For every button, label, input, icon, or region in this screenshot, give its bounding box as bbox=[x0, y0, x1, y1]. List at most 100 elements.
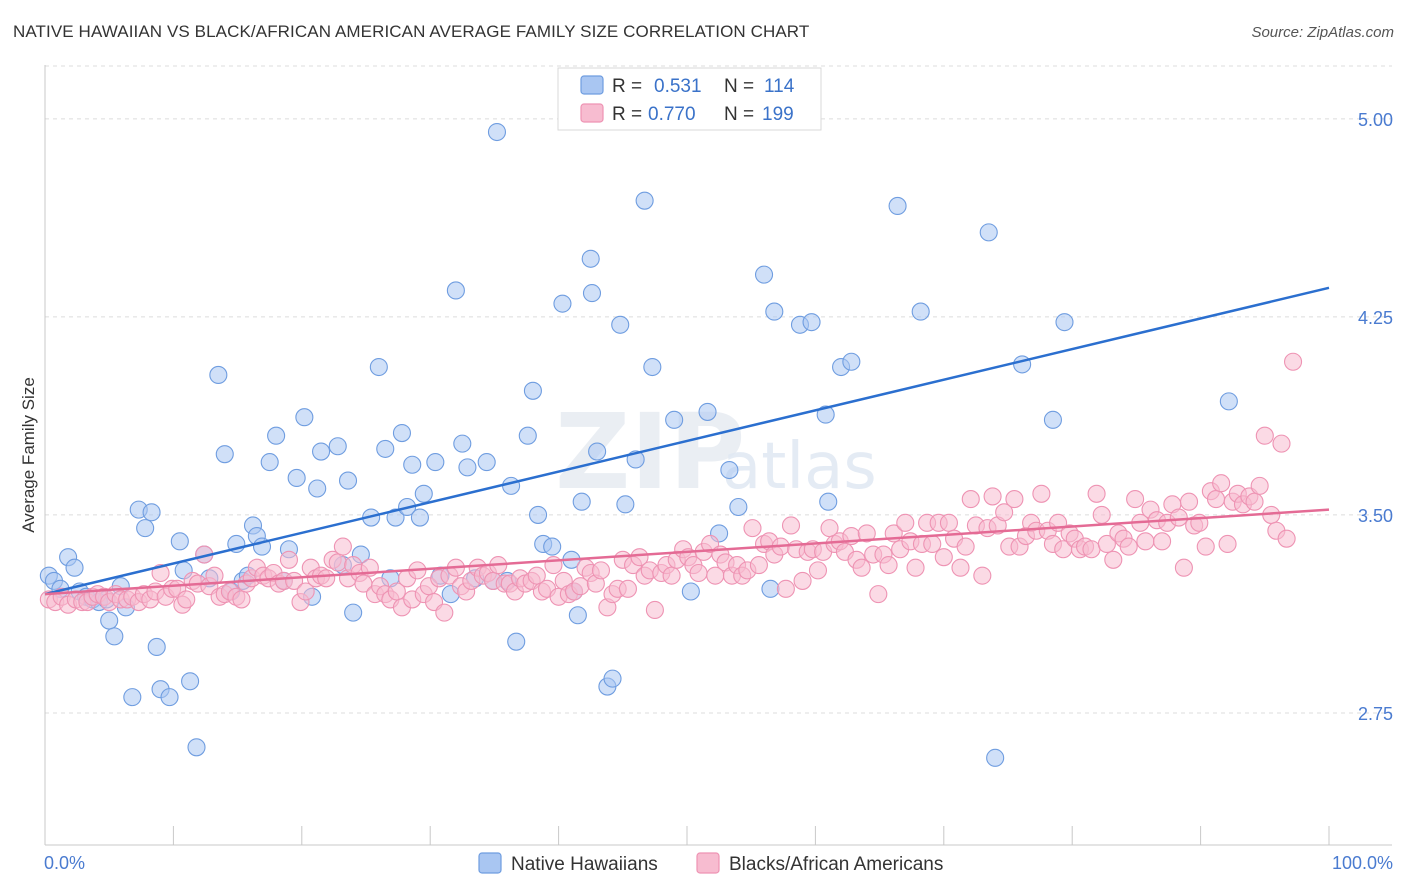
point-s0-57 bbox=[403, 455, 422, 474]
point-s1-52 bbox=[328, 553, 347, 572]
stats-r-value-0: 0.531 bbox=[654, 76, 702, 97]
stats-swatch-pink bbox=[580, 103, 604, 123]
point-s0-89 bbox=[616, 495, 635, 514]
point-s1-216 bbox=[1218, 534, 1237, 554]
point-s0-67 bbox=[477, 453, 496, 472]
point-s1-50 bbox=[317, 569, 336, 588]
point-s0-92 bbox=[643, 357, 662, 377]
point-s1-192 bbox=[1087, 484, 1106, 503]
point-s1-228 bbox=[1283, 352, 1303, 371]
legend-label-blacks: Blacks/African Americans bbox=[729, 854, 943, 875]
point-s0-84 bbox=[582, 284, 602, 303]
point-s1-141 bbox=[808, 561, 828, 580]
point-s1-208 bbox=[1174, 558, 1193, 577]
point-s0-47 bbox=[338, 471, 358, 490]
point-s1-165 bbox=[939, 513, 958, 532]
point-s1-173 bbox=[983, 487, 1002, 506]
point-s0-18 bbox=[147, 637, 166, 656]
point-s1-157 bbox=[896, 513, 915, 532]
point-s0-28 bbox=[215, 445, 234, 464]
point-s0-23 bbox=[181, 672, 200, 691]
point-s1-214 bbox=[1206, 490, 1226, 509]
point-s0-97 bbox=[720, 460, 739, 480]
x-tick-label-max: 100.0% bbox=[1332, 853, 1393, 873]
point-s1-207 bbox=[1169, 508, 1188, 527]
point-s1-226 bbox=[1272, 434, 1291, 453]
point-s0-87 bbox=[603, 669, 622, 688]
point-s1-215 bbox=[1212, 474, 1231, 493]
y-tick-label-3: 5.00 bbox=[1358, 110, 1393, 130]
point-s1-167 bbox=[951, 558, 970, 577]
legend-swatch-blacks bbox=[696, 852, 720, 874]
point-s0-41 bbox=[295, 408, 314, 427]
trend-line-1 bbox=[44, 508, 1330, 596]
point-s0-103 bbox=[802, 313, 821, 332]
point-s1-108 bbox=[630, 548, 649, 567]
point-s1-198 bbox=[1119, 537, 1138, 556]
point-s0-74 bbox=[523, 381, 542, 400]
stats-n-label-1: N = bbox=[724, 104, 754, 125]
point-s1-209 bbox=[1179, 492, 1199, 511]
stats-n-value-0: 114 bbox=[764, 76, 795, 97]
point-s0-20 bbox=[160, 688, 179, 707]
axes bbox=[44, 65, 1392, 846]
point-s0-27 bbox=[209, 365, 228, 385]
point-s0-85 bbox=[588, 442, 607, 461]
point-s0-73 bbox=[518, 426, 537, 445]
point-s1-114 bbox=[662, 566, 681, 585]
point-s1-101 bbox=[591, 561, 611, 580]
point-s0-4 bbox=[65, 558, 84, 577]
point-s0-98 bbox=[729, 497, 748, 517]
point-s0-21 bbox=[170, 532, 189, 551]
gridlines bbox=[45, 65, 1392, 714]
watermark-atlas: atlas bbox=[722, 430, 877, 504]
point-s0-48 bbox=[344, 603, 363, 622]
point-s0-107 bbox=[842, 352, 861, 371]
point-s1-177 bbox=[1005, 490, 1024, 509]
point-s0-16 bbox=[136, 519, 155, 538]
point-s1-175 bbox=[995, 503, 1014, 522]
point-s0-114 bbox=[1055, 313, 1074, 332]
point-s1-223 bbox=[1255, 426, 1274, 445]
point-s1-149 bbox=[852, 558, 871, 577]
point-s0-17 bbox=[142, 503, 161, 522]
point-s1-130 bbox=[749, 556, 768, 575]
point-s1-168 bbox=[956, 537, 975, 556]
point-s0-36 bbox=[260, 453, 279, 472]
point-s0-99 bbox=[754, 265, 774, 284]
point-s0-40 bbox=[287, 468, 306, 487]
point-s0-71 bbox=[502, 476, 521, 495]
point-s0-78 bbox=[553, 294, 572, 313]
legend-label-native-hawaiians: Native Hawaiians bbox=[511, 854, 658, 875]
stats-n-value-1: 199 bbox=[762, 104, 794, 125]
series-legend: Native Hawaiians Blacks/African American… bbox=[478, 852, 943, 875]
point-s1-152 bbox=[869, 585, 888, 604]
point-s1-43 bbox=[279, 550, 299, 569]
point-s0-64 bbox=[453, 434, 472, 453]
point-s0-100 bbox=[761, 579, 780, 598]
point-s0-72 bbox=[507, 632, 526, 651]
point-s1-72 bbox=[435, 603, 454, 622]
point-s1-159 bbox=[906, 558, 925, 577]
point-s1-212 bbox=[1196, 537, 1215, 556]
point-s1-53 bbox=[333, 537, 352, 556]
y-axis-label: Average Family Size bbox=[19, 377, 38, 533]
point-s0-91 bbox=[635, 191, 654, 210]
y-tick-label-0: 2.75 bbox=[1358, 704, 1393, 724]
point-s1-24 bbox=[177, 590, 196, 609]
point-s0-14 bbox=[123, 688, 142, 707]
point-s0-101 bbox=[765, 302, 784, 321]
point-s1-34 bbox=[232, 590, 251, 609]
stats-swatch-blue bbox=[580, 75, 604, 95]
stats-n-label-0: N = bbox=[724, 76, 754, 97]
point-s1-199 bbox=[1126, 490, 1145, 509]
point-s0-108 bbox=[888, 196, 907, 216]
trend-line-0 bbox=[44, 286, 1330, 596]
point-s1-136 bbox=[781, 516, 801, 535]
point-s0-44 bbox=[312, 442, 331, 461]
point-s1-150 bbox=[857, 524, 876, 543]
series-native-hawaiians-points bbox=[39, 122, 1238, 767]
point-s0-94 bbox=[681, 582, 700, 601]
watermark: ZIP atlas bbox=[555, 391, 877, 513]
